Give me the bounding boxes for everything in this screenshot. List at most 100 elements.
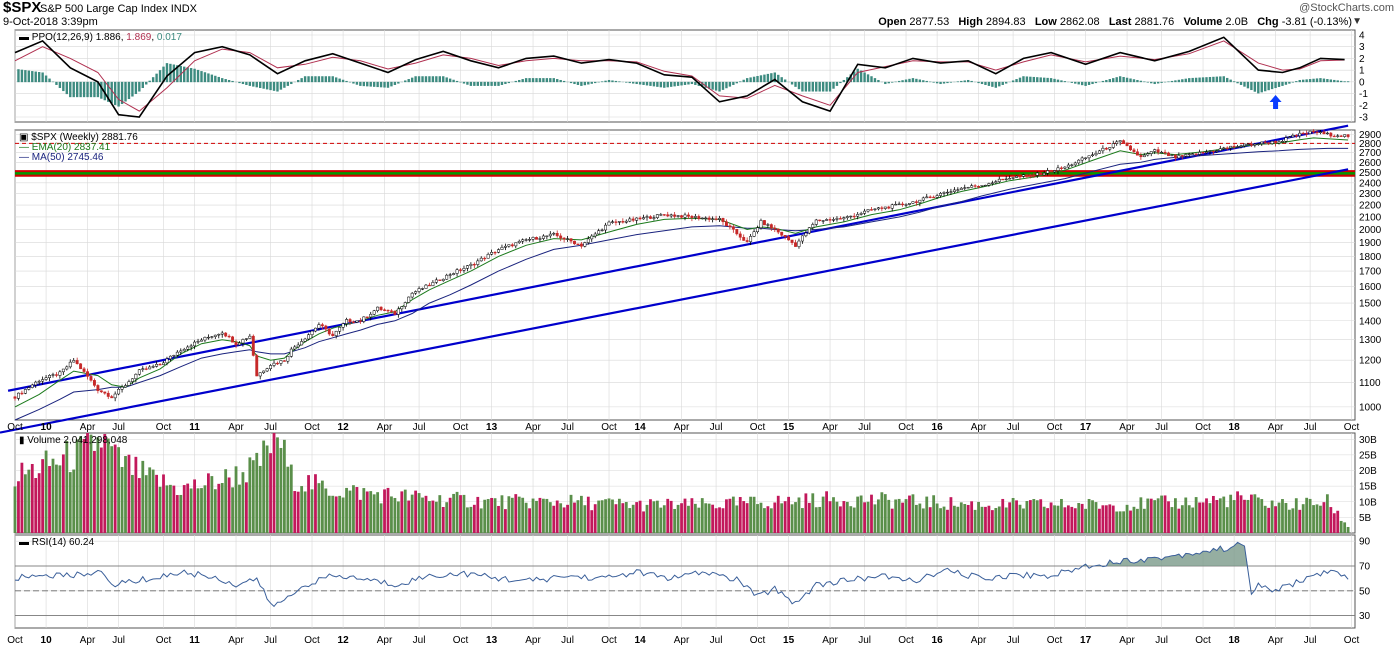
volume-bar (1343, 522, 1347, 533)
ppo-histogram-bar (1277, 81, 1281, 87)
price-candle (521, 239, 525, 242)
ppo-histogram-bar (742, 79, 745, 83)
volume-bar (117, 447, 121, 533)
ppo-histogram-bar (628, 81, 631, 84)
price-candle (27, 387, 31, 390)
volume-bar (93, 450, 96, 533)
price-candle (472, 264, 476, 266)
price-candle (987, 183, 991, 186)
price-candle (113, 393, 117, 399)
ppo-histogram-bar (1160, 81, 1163, 83)
volume-bar (735, 505, 739, 533)
price-candle (1277, 141, 1281, 144)
price-candle (1132, 149, 1136, 152)
volume-bar (897, 498, 901, 533)
date-axis-label: Jul (264, 422, 277, 433)
price-candle (1042, 173, 1046, 176)
ppo-histogram-bar (1260, 81, 1263, 93)
volume-bar (227, 477, 231, 533)
volume-bar (376, 492, 380, 533)
date-axis-label: Oct (156, 635, 172, 646)
ppo-histogram-bar (421, 76, 424, 83)
volume-bar (1215, 499, 1219, 533)
ppo-histogram-bar (1077, 81, 1080, 85)
volume-bar (935, 503, 939, 533)
rsi-tick-label: 50 (1359, 586, 1371, 597)
price-candle (75, 360, 79, 365)
price-candle (704, 217, 708, 220)
volume-bar (334, 496, 338, 533)
volume-bar (55, 464, 58, 533)
price-candle (638, 217, 642, 220)
ppo-histogram-bar (676, 81, 680, 86)
ppo-histogram-bar (473, 81, 476, 86)
date-axis-label: 14 (635, 422, 647, 433)
ppo-histogram-bar (998, 81, 1001, 87)
ppo-histogram-bar (417, 76, 421, 83)
volume-bar (341, 497, 345, 533)
volume-bar (966, 504, 970, 533)
volume-bar (1136, 508, 1139, 533)
ppo-histogram-bar (172, 64, 176, 83)
ppo-histogram-bar (518, 79, 521, 83)
ppo-histogram-bar (1250, 81, 1253, 91)
date-axis-label: Jul (1304, 635, 1317, 646)
volume-bar (939, 508, 942, 533)
price-candle (1160, 151, 1164, 154)
ppo-histogram-bar (145, 81, 148, 85)
price-candle (1032, 174, 1036, 177)
volume-bar (127, 454, 131, 533)
volume-bar (1156, 498, 1160, 533)
ppo-histogram-bar (842, 79, 846, 83)
volume-bar (448, 497, 452, 533)
volume-bar (790, 504, 794, 533)
chevron-down-icon[interactable]: ▼ (1352, 16, 1362, 27)
price-candle (1194, 153, 1198, 155)
price-candle (213, 334, 217, 337)
price-candle (697, 216, 701, 219)
ppo-histogram-bar (783, 79, 787, 83)
volume-bar (182, 485, 186, 533)
price-candle (583, 242, 587, 247)
volume-bar (200, 488, 203, 533)
ppo-histogram-bar (614, 80, 618, 83)
ppo-histogram-bar (1243, 81, 1246, 87)
ppo-tick-label: 2 (1359, 54, 1365, 65)
volume-bar (863, 502, 866, 533)
ppo-histogram-bar (828, 81, 832, 92)
price-candle (590, 235, 594, 240)
ppo-histogram-bar (545, 78, 549, 83)
ppo-histogram-bar (925, 80, 928, 83)
ppo-histogram-bar (117, 81, 120, 107)
volume-bar (624, 501, 628, 533)
price-candle (870, 209, 873, 211)
ppo-histogram-bar (362, 81, 366, 87)
price-candle (555, 233, 559, 237)
price-tick-label: 1600 (1359, 282, 1382, 293)
ppo-histogram-bar (704, 81, 707, 88)
volume-bar (1118, 511, 1122, 533)
date-axes: Oct 10 Apr Jul Oct 11 Apr Jul Oct 12 Apr Jul Oct 13 Ap… (7, 422, 1359, 646)
volume-bar (1270, 500, 1274, 533)
price-candle (614, 221, 618, 223)
high-label: High (958, 16, 983, 28)
chart-date: 9-Oct-2018 3:39pm (3, 16, 98, 28)
ppo-histogram-bar (562, 80, 566, 83)
ppo-histogram-bar (825, 81, 828, 92)
volume-bar (383, 489, 386, 533)
volume-bar (908, 495, 911, 533)
price-candle (258, 372, 262, 377)
ppo-histogram-bar (455, 80, 459, 83)
ppo-histogram-bar (155, 73, 158, 83)
price-candle (897, 203, 901, 206)
price-candle (1177, 155, 1181, 159)
ppo-histogram-bar (31, 71, 34, 83)
ppo-histogram-bar (994, 81, 998, 88)
volume-bar (880, 492, 884, 533)
ppo-histogram-bar (856, 68, 859, 83)
volume-bar (282, 439, 286, 533)
volume-bar (441, 506, 445, 533)
volume-bar (1032, 499, 1036, 533)
price-candle (849, 215, 853, 218)
price-candle (1308, 130, 1312, 134)
